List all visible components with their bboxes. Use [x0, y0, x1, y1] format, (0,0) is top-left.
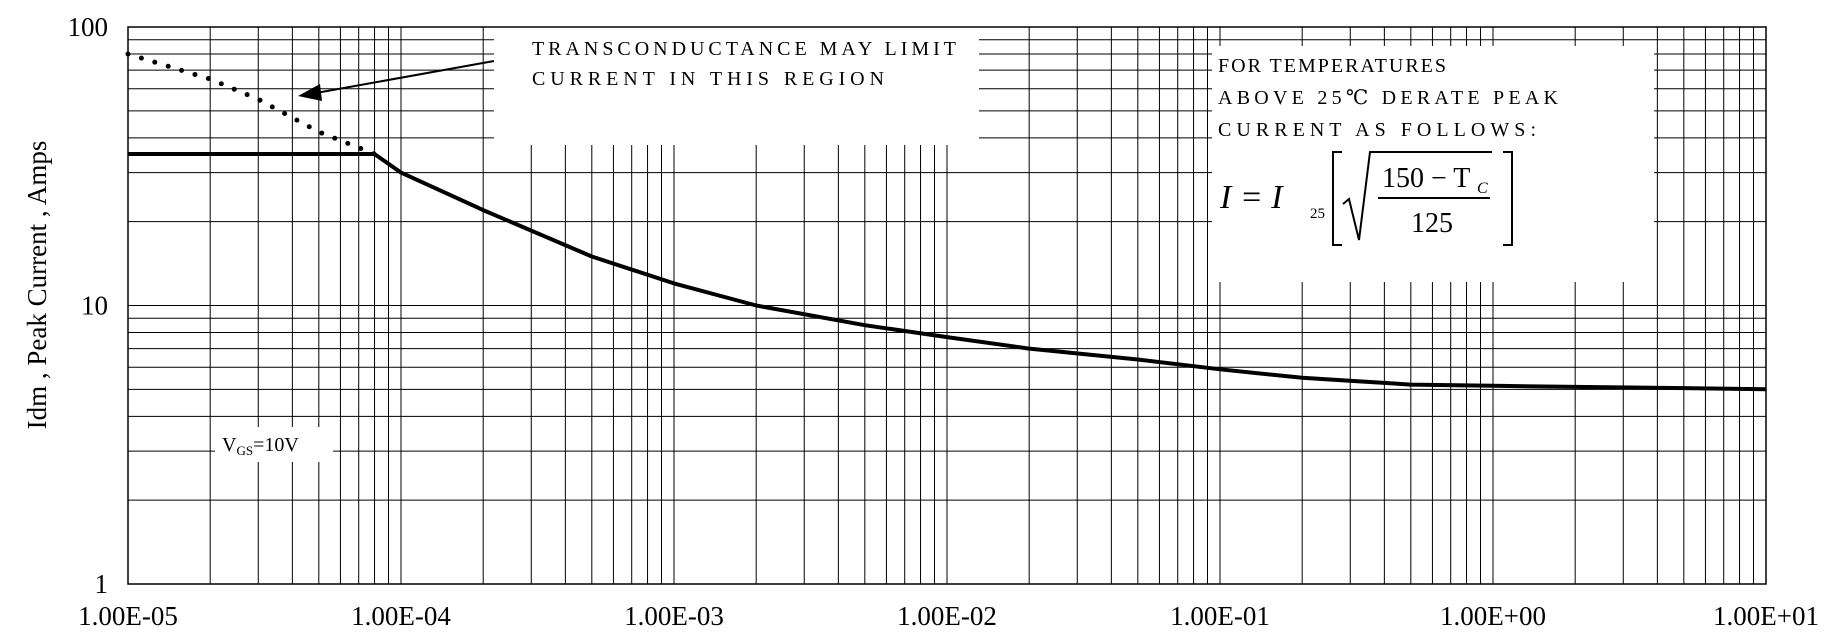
derate-text-line3: CURRENT AS FOLLOWS:: [1218, 119, 1536, 141]
y-tick-label: 10: [81, 291, 108, 321]
formula-numerator-subscript: C: [1477, 180, 1488, 197]
derate-background: [1212, 46, 1654, 282]
series-group: [125, 51, 1767, 392]
formula-left-bracket: [1332, 151, 1342, 246]
formula-sqrt-sign: [1342, 151, 1492, 241]
annotation-backgrounds: [215, 27, 1654, 462]
x-tick-labels: 1.00E-05 1.00E-04 1.00E-03 1.00E-02 1.00E-01…: [78, 601, 1819, 631]
x-tick-label: 1.00E-04: [351, 601, 451, 631]
formula-right-bracket: [1503, 151, 1513, 246]
derate-text-line1: FOR TEMPERATURES: [1218, 55, 1446, 77]
formula-subscript: 25: [1310, 206, 1325, 222]
formula-numerator: 150 − T: [1382, 163, 1470, 194]
x-tick-label: 1.00E-02: [897, 601, 997, 631]
x-tick-label: 1.00E-03: [624, 601, 724, 631]
vgs-subscript: GS: [236, 443, 253, 458]
y-axis-label: Idm , Peak Current , Amps: [22, 141, 52, 430]
vgs-background: [215, 427, 333, 462]
peak-current-line: [128, 152, 1767, 392]
x-tick-label: 1.00E-01: [1170, 601, 1270, 631]
transconductance-arrow-shaft: [315, 60, 495, 94]
x-tick-label: 1.00E+01: [1713, 601, 1819, 631]
vgs-text: VGS=10V: [222, 434, 299, 458]
vgs-value: =10V: [253, 434, 299, 456]
transconductance-arrow-head: [298, 84, 322, 101]
x-tick-label: 1.00E+00: [1440, 601, 1546, 631]
derating-annotation: FOR TEMPERATURES ABOVE 25℃ DERATE PEAK C…: [1218, 55, 1559, 246]
transconductance-text-line1: TRANSCONDUCTANCE MAY LIMIT: [532, 38, 956, 60]
x-tick-label: 1.00E-05: [78, 601, 178, 631]
y-tick-labels: 1 10 100: [68, 12, 109, 599]
y-tick-label: 1: [95, 569, 109, 599]
formula-denominator: 125: [1411, 208, 1453, 239]
formula-lhs: I = I: [1219, 179, 1284, 216]
vgs-symbol: V: [222, 434, 237, 456]
vgs-label: VGS=10V: [222, 434, 299, 458]
dotted-limit-line: [125, 51, 377, 157]
transconductance-background: [494, 27, 979, 145]
y-tick-label: 100: [68, 12, 109, 42]
plot-frame: [127, 26, 1767, 585]
derate-text-line2: ABOVE 25℃ DERATE PEAK: [1218, 87, 1559, 109]
